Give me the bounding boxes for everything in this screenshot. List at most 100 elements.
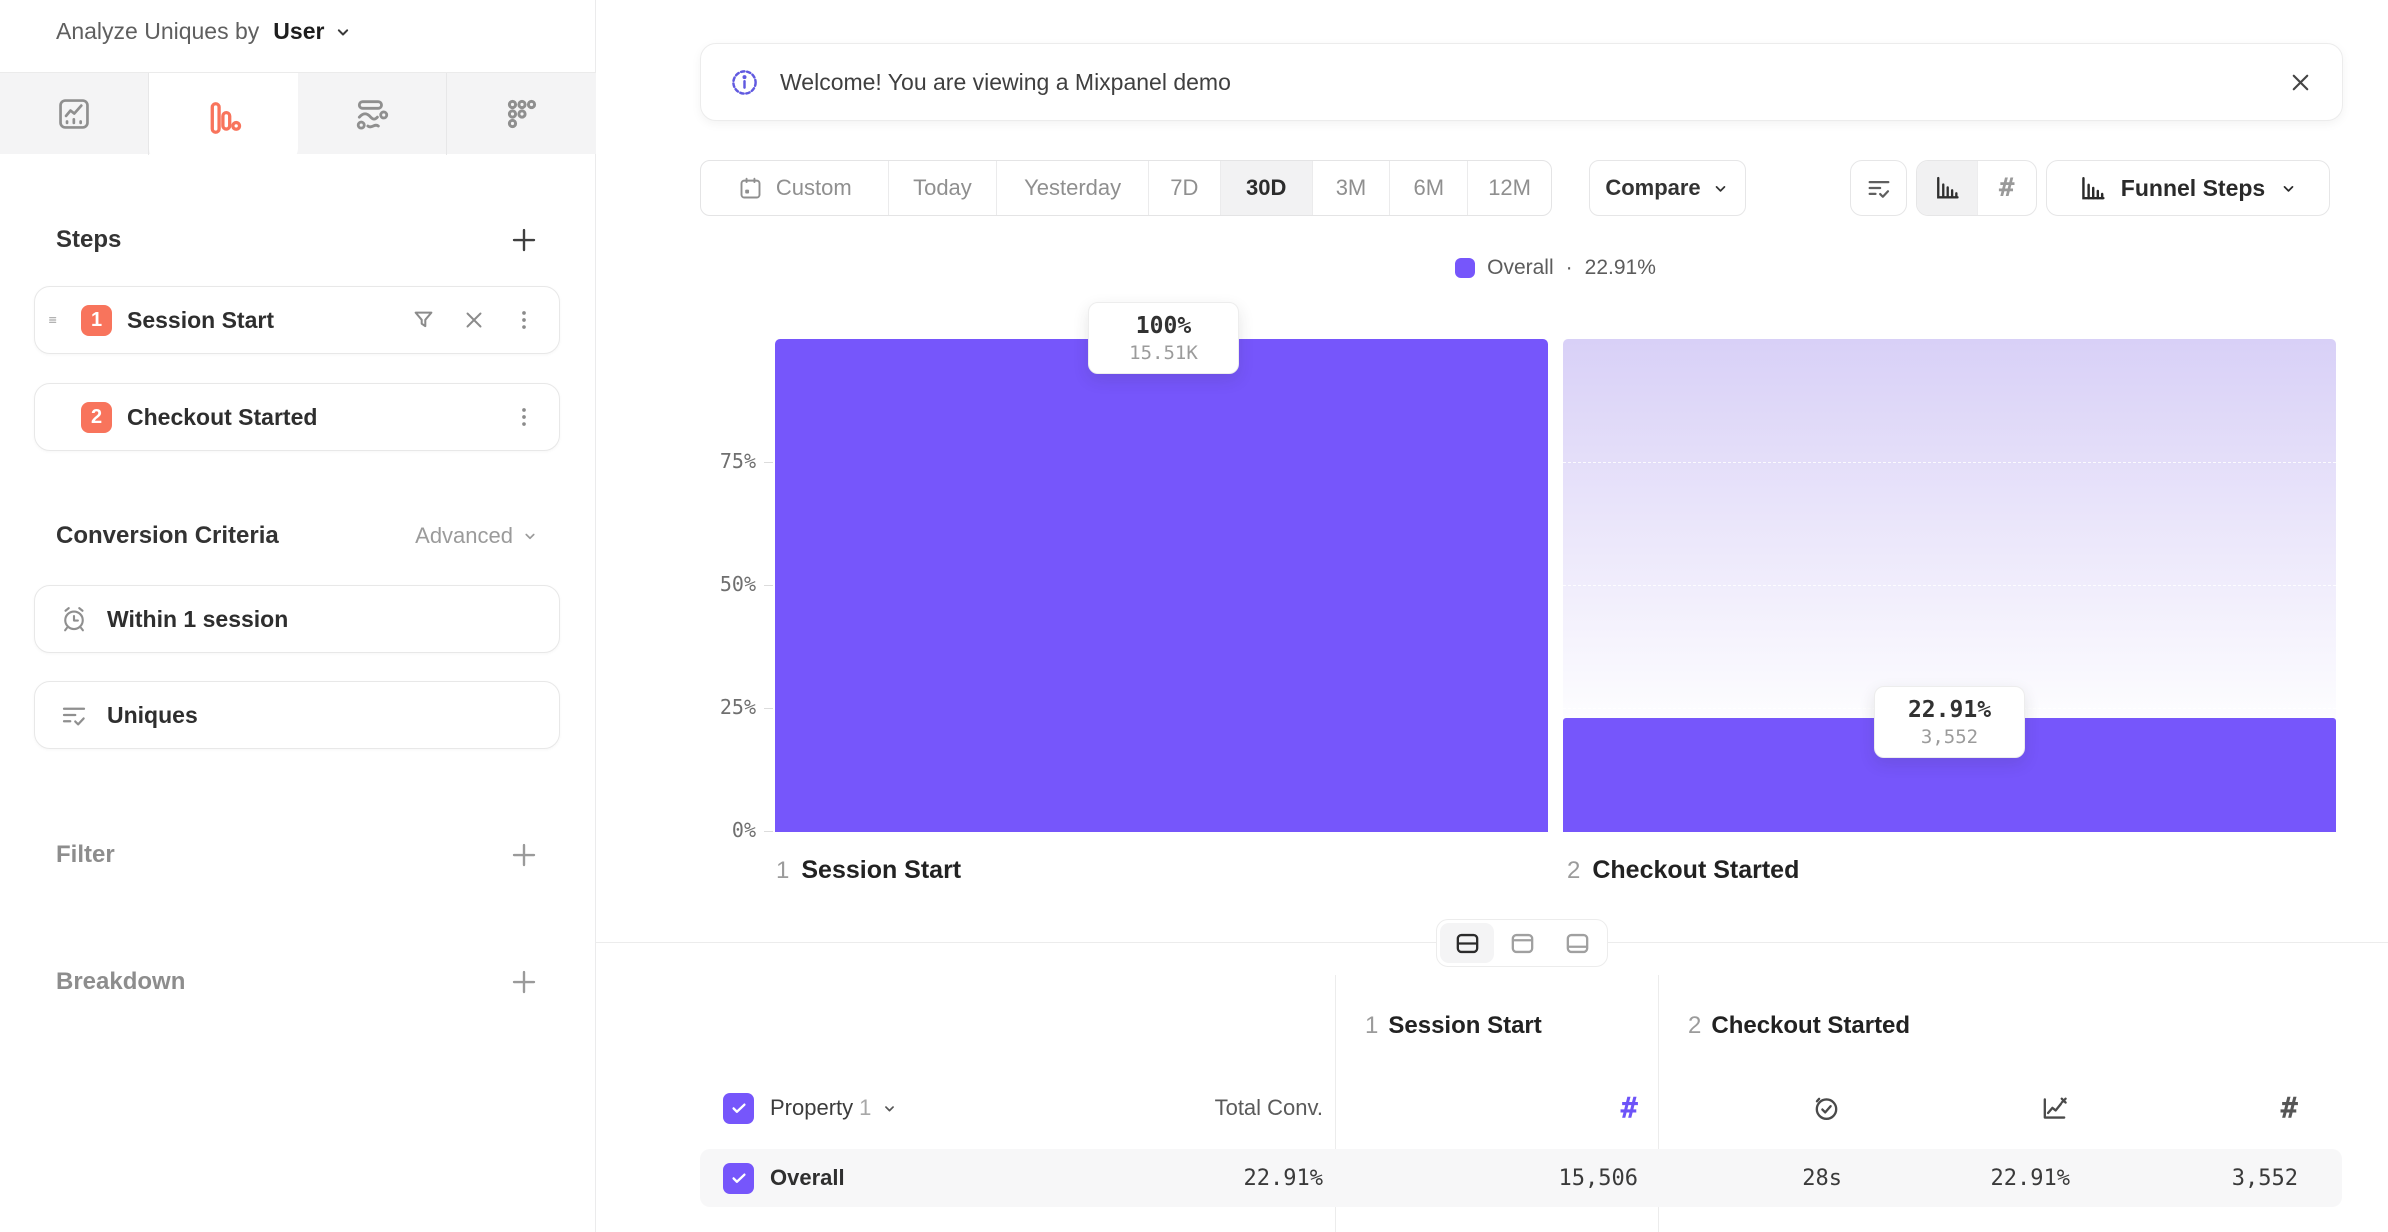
row-name: Overall (770, 1165, 845, 1190)
conversion-rate-chart-icon[interactable] (2039, 1093, 2070, 1124)
legend-value: 22.91% (1584, 256, 1656, 279)
tab-funnels[interactable] (149, 73, 298, 163)
counting-method-value: Uniques (107, 701, 198, 728)
date-range-yesterday[interactable]: Yesterday (996, 161, 1148, 215)
add-step-button[interactable] (509, 225, 539, 255)
table-column-divider (1658, 975, 1659, 1232)
flows-icon (353, 95, 391, 133)
counting-toggle-button[interactable] (1850, 160, 1907, 216)
tab-retention[interactable] (447, 73, 596, 155)
analyze-by-dropdown[interactable]: User (273, 18, 353, 45)
legend-series: Overall (1487, 256, 1554, 279)
calendar-icon (737, 175, 764, 202)
legend-swatch (1455, 258, 1476, 278)
chevron-down-icon (2279, 179, 2298, 198)
total-conv-value: 22.91% (1243, 1165, 1323, 1191)
row-checkbox[interactable] (723, 1162, 754, 1194)
breakdown-title: Breakdown (56, 968, 186, 995)
bar-value-tooltip-step-1: 100% 15.51K (1088, 302, 1239, 374)
filter-title: Filter (56, 841, 115, 868)
split-horizontal-icon (1453, 929, 1482, 958)
chart-only-toggle[interactable] (1495, 923, 1549, 963)
table-row-overall[interactable]: Overall 22.91% 15,506 28s 22.91% 3,552 (700, 1149, 2342, 1207)
kebab-menu-icon[interactable] (511, 307, 537, 333)
value-display-toggle: # (1916, 160, 2037, 216)
alarm-clock-icon (59, 604, 89, 634)
hash-icon: # (1998, 173, 2015, 203)
tab-insights[interactable] (0, 73, 149, 155)
add-filter-button[interactable] (509, 840, 539, 870)
report-type-tabbar (0, 72, 596, 163)
tooltip-count: 3,552 (1920, 726, 1979, 748)
uniques-count-icon[interactable]: # (1620, 1091, 1638, 1125)
list-check-icon (1865, 174, 1893, 202)
y-axis-label-50: 50% (719, 572, 756, 596)
total-conv-header[interactable]: Total Conv. (1214, 1095, 1323, 1120)
tab-flows[interactable] (298, 73, 447, 155)
avg-time-to-convert-icon[interactable] (1811, 1093, 1842, 1124)
table-group-step-1: 1 Session Start (1365, 1012, 1542, 1039)
table-column-divider (1335, 975, 1336, 1232)
step-card-2[interactable]: 2 Checkout Started (34, 383, 560, 451)
step2-uniques-value: 3,552 (2231, 1165, 2298, 1191)
steps-title: Steps (56, 226, 122, 253)
add-breakdown-button[interactable] (509, 967, 539, 997)
absolute-numbers-toggle[interactable]: # (1976, 161, 2037, 215)
tooltip-percent: 22.91% (1907, 697, 1992, 723)
insights-icon (55, 95, 93, 133)
step-card-1[interactable]: 1 Session Start (34, 286, 560, 354)
y-axis-label-75: 75% (719, 449, 756, 473)
select-all-checkbox[interactable] (723, 1092, 754, 1124)
legend-separator: · (1565, 256, 1573, 279)
date-range-12m[interactable]: 12M (1467, 161, 1551, 215)
date-range-3m[interactable]: 3M (1311, 161, 1390, 215)
welcome-banner: Welcome! You are viewing a Mixpanel demo (700, 43, 2343, 121)
view-selector-button[interactable]: Funnel Steps (2046, 160, 2330, 216)
gridline-50 (1563, 585, 2336, 586)
conversion-window-value: Within 1 session (107, 605, 289, 632)
funnel-bar-step-1[interactable] (775, 339, 1548, 832)
date-range-30d[interactable]: 30D (1219, 161, 1312, 215)
property-dropdown[interactable]: Property 1 (770, 1095, 898, 1121)
drag-handle-icon[interactable] (43, 310, 63, 330)
conversion-criteria-title: Conversion Criteria (56, 522, 279, 549)
split-view-toggle[interactable] (1440, 923, 1494, 963)
banner-message: Welcome! You are viewing a Mixpanel demo (780, 68, 1231, 95)
y-axis-label-0: 0% (731, 818, 756, 842)
analyze-uniques-control: Analyze Uniques by User (56, 18, 353, 45)
conversion-window-card[interactable]: Within 1 session (34, 585, 560, 653)
uniques-count-icon[interactable]: # (2280, 1091, 2298, 1125)
bar-value-tooltip-step-2: 22.91% 3,552 (1874, 686, 2025, 758)
counting-method-card[interactable]: Uniques (34, 681, 560, 749)
split-top-icon (1508, 929, 1537, 958)
breakdown-section: Breakdown (56, 967, 539, 997)
step-event-name[interactable]: Checkout Started (127, 403, 318, 430)
table-only-toggle[interactable] (1550, 923, 1604, 963)
funnels-icon (205, 99, 243, 137)
close-icon[interactable] (2287, 69, 2314, 96)
remove-step-icon[interactable] (461, 307, 487, 333)
chart-legend[interactable]: Overall · 22.91% (775, 256, 2336, 280)
chevron-down-icon (333, 22, 353, 42)
step2-rate-value: 22.91% (1990, 1165, 2070, 1191)
date-range-7d[interactable]: 7D (1147, 161, 1220, 215)
date-range-6m[interactable]: 6M (1389, 161, 1467, 215)
chevron-down-icon (521, 527, 539, 545)
table-header-row: Property 1 Total Conv. # # (700, 1077, 2342, 1139)
funnel-steps-chart-icon (2078, 174, 2107, 203)
filter-section: Filter (56, 840, 539, 870)
table-group-step-2: 2 Checkout Started (1688, 1012, 1911, 1039)
compare-button[interactable]: Compare (1589, 160, 1746, 216)
bar-chart-icon (1933, 174, 1961, 202)
filter-icon[interactable] (410, 307, 437, 334)
date-range-custom[interactable]: Custom (701, 161, 888, 215)
advanced-dropdown[interactable]: Advanced (415, 523, 539, 549)
date-range-today[interactable]: Today (887, 161, 997, 215)
kebab-menu-icon[interactable] (511, 404, 537, 430)
percent-bars-toggle[interactable] (1917, 161, 1977, 215)
y-axis-label-25: 25% (719, 695, 756, 719)
layout-toggle-group (1436, 919, 1608, 967)
conversion-criteria-header: Conversion Criteria Advanced (56, 522, 539, 550)
steps-section-header: Steps (56, 225, 539, 255)
step-event-name[interactable]: Session Start (127, 306, 274, 333)
